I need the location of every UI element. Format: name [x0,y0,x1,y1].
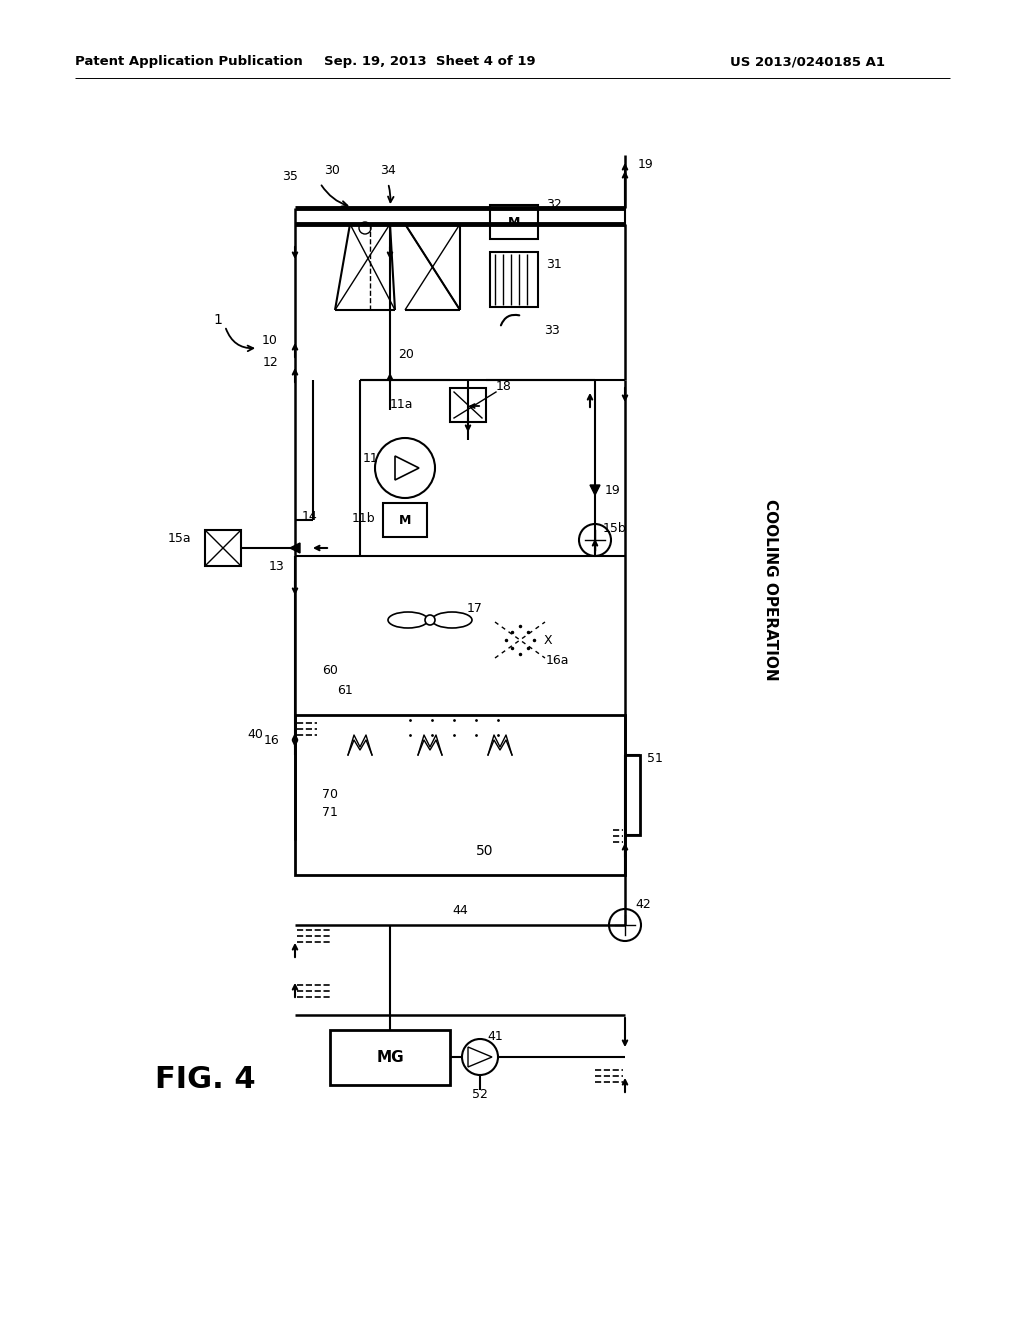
Text: 34: 34 [380,165,396,177]
Circle shape [359,222,371,234]
Text: 42: 42 [635,899,651,912]
Text: Sep. 19, 2013  Sheet 4 of 19: Sep. 19, 2013 Sheet 4 of 19 [325,55,536,69]
Ellipse shape [432,612,472,628]
Text: 32: 32 [546,198,562,211]
Bar [295,715,625,875]
Text: COOLING OPERATION: COOLING OPERATION [763,499,777,681]
Polygon shape [590,484,600,495]
Text: MG: MG [376,1049,403,1064]
Ellipse shape [388,612,428,628]
Text: 19: 19 [605,483,621,496]
Text: US 2013/0240185 A1: US 2013/0240185 A1 [730,55,885,69]
Text: 11b: 11b [351,511,375,524]
Text: 31: 31 [546,259,562,272]
Text: 70: 70 [322,788,338,801]
Text: 11: 11 [362,451,378,465]
Text: 10: 10 [262,334,278,346]
Text: FIG. 4: FIG. 4 [155,1065,256,1094]
Bar [437,760,447,830]
Text: 41: 41 [487,1031,503,1044]
Text: 20: 20 [398,348,414,362]
Text: 52: 52 [472,1089,488,1101]
Text: 50: 50 [476,843,494,858]
Text: 18: 18 [496,380,512,392]
Bar [607,760,616,830]
Bar [495,760,504,830]
Bar [490,252,538,308]
Text: 40: 40 [247,729,263,742]
Polygon shape [290,543,300,553]
Bar [205,531,241,566]
Bar [551,760,560,830]
Text: 1: 1 [214,313,222,327]
Text: 19: 19 [638,158,653,172]
Bar [381,760,391,830]
Text: 16a: 16a [545,653,568,667]
Circle shape [462,1039,498,1074]
Circle shape [609,909,641,941]
Text: 71: 71 [323,807,338,820]
Text: 11a: 11a [390,399,414,412]
Bar [490,205,538,239]
Circle shape [375,438,435,498]
Text: 15b: 15b [603,521,627,535]
Text: 15a: 15a [167,532,191,544]
Text: 60: 60 [323,664,338,676]
Text: 14: 14 [302,510,317,523]
Text: Patent Application Publication: Patent Application Publication [75,55,303,69]
Bar [450,388,486,422]
Text: 33: 33 [544,323,560,337]
Text: 44: 44 [453,904,468,917]
Text: 35: 35 [282,170,298,183]
Text: M: M [508,215,520,228]
Bar [466,760,476,830]
Text: 61: 61 [337,684,353,697]
Bar [410,760,420,830]
Bar [330,1030,450,1085]
Text: 51: 51 [647,751,663,764]
Text: 17: 17 [467,602,483,615]
Text: 16: 16 [263,734,279,747]
Bar [330,755,640,836]
Circle shape [579,524,611,556]
Text: X: X [544,634,552,647]
Text: 12: 12 [262,355,278,368]
Text: M: M [398,513,412,527]
Text: 13: 13 [269,560,285,573]
Bar [522,760,532,830]
Bar [383,503,427,537]
Bar [353,760,364,830]
Text: 30: 30 [324,164,340,177]
Circle shape [425,615,435,624]
Bar [579,760,589,830]
